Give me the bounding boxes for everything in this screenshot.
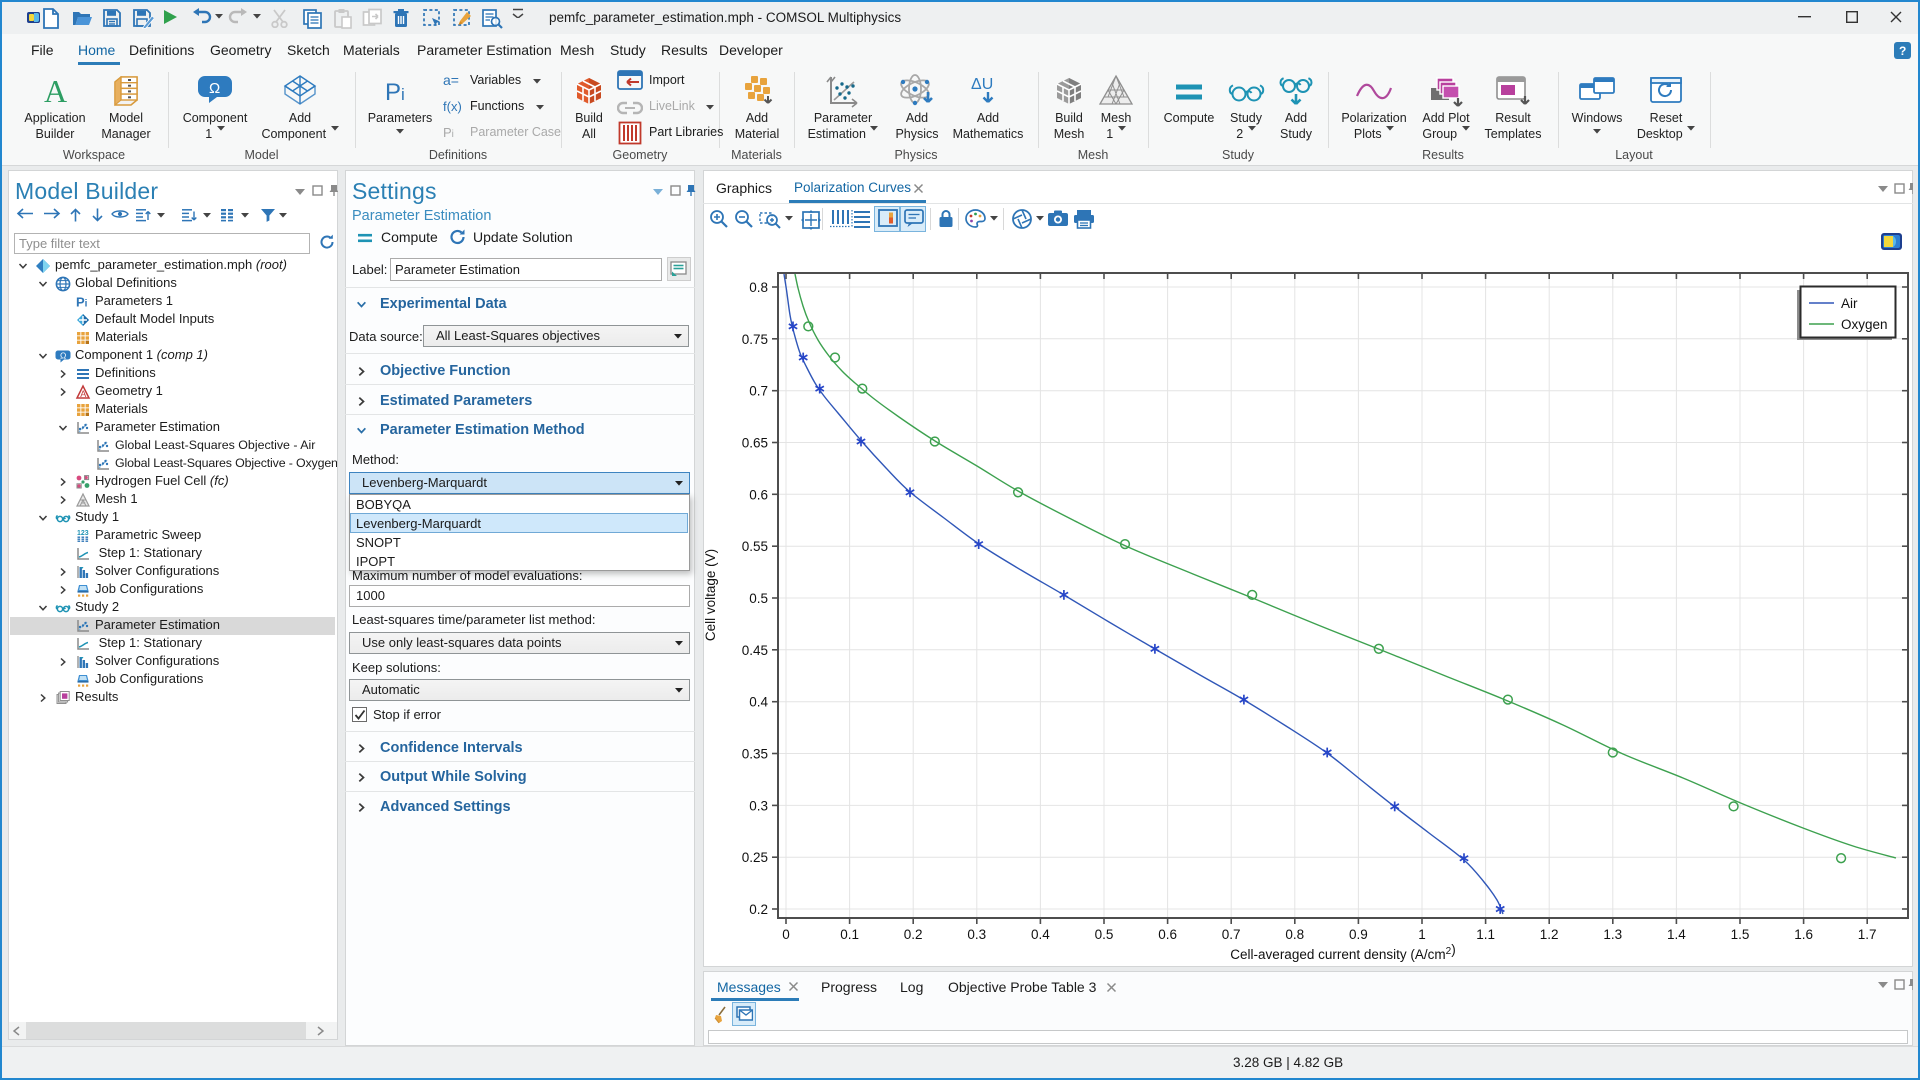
- svg-text:Pi: Pi: [76, 295, 88, 310]
- svg-text:0.4: 0.4: [749, 695, 768, 710]
- svg-text:123: 123: [77, 530, 89, 537]
- svg-text:1.1: 1.1: [1476, 927, 1495, 942]
- svg-text:Cell voltage (V): Cell voltage (V): [703, 549, 718, 641]
- svg-text:Oxygen: Oxygen: [1841, 317, 1888, 332]
- svg-text:f(x): f(x): [443, 99, 462, 114]
- svg-text:Air: Air: [1841, 296, 1858, 311]
- svg-text:0.2: 0.2: [749, 902, 768, 917]
- svg-text:0.2: 0.2: [904, 927, 923, 942]
- svg-text:Pi: Pi: [443, 125, 454, 140]
- svg-text:0.3: 0.3: [967, 927, 986, 942]
- svg-text:1: 1: [1418, 927, 1426, 942]
- svg-text:0.8: 0.8: [1285, 927, 1304, 942]
- svg-text:A: A: [44, 74, 67, 108]
- svg-text:0.6: 0.6: [749, 487, 768, 502]
- svg-text:ΔU: ΔU: [971, 76, 993, 93]
- svg-text:0.35: 0.35: [742, 747, 768, 762]
- svg-text:1.6: 1.6: [1794, 927, 1813, 942]
- svg-text:Ω: Ω: [60, 351, 66, 361]
- svg-text:0.4: 0.4: [1031, 927, 1050, 942]
- svg-text:0.75: 0.75: [742, 332, 768, 347]
- svg-text:0.5: 0.5: [1095, 927, 1114, 942]
- svg-text:Pi: Pi: [385, 79, 405, 106]
- svg-text:0: 0: [782, 927, 790, 942]
- svg-text:a=: a=: [443, 72, 459, 88]
- svg-text:1.4: 1.4: [1667, 927, 1686, 942]
- svg-text:0.6: 0.6: [1158, 927, 1177, 942]
- svg-text:0.7: 0.7: [1222, 927, 1241, 942]
- svg-text:0.1: 0.1: [840, 927, 859, 942]
- svg-text:0.55: 0.55: [742, 539, 768, 554]
- svg-text:1.7: 1.7: [1858, 927, 1877, 942]
- svg-text:0.25: 0.25: [742, 850, 768, 865]
- svg-text:0.8: 0.8: [749, 280, 768, 295]
- svg-text:A: A: [80, 389, 86, 399]
- svg-text:0.9: 0.9: [1349, 927, 1368, 942]
- svg-text:0.5: 0.5: [749, 591, 768, 606]
- svg-text:1.3: 1.3: [1603, 927, 1622, 942]
- svg-text:0.3: 0.3: [749, 798, 768, 813]
- svg-text:0.45: 0.45: [742, 643, 768, 658]
- svg-text:1.5: 1.5: [1731, 927, 1750, 942]
- svg-text:0.65: 0.65: [742, 436, 768, 451]
- svg-text:Cell-averaged current density: Cell-averaged current density (A/cm2): [1230, 942, 1455, 962]
- svg-text:0.7: 0.7: [749, 384, 768, 399]
- svg-text:1.2: 1.2: [1540, 927, 1559, 942]
- svg-text:Ω: Ω: [209, 80, 220, 97]
